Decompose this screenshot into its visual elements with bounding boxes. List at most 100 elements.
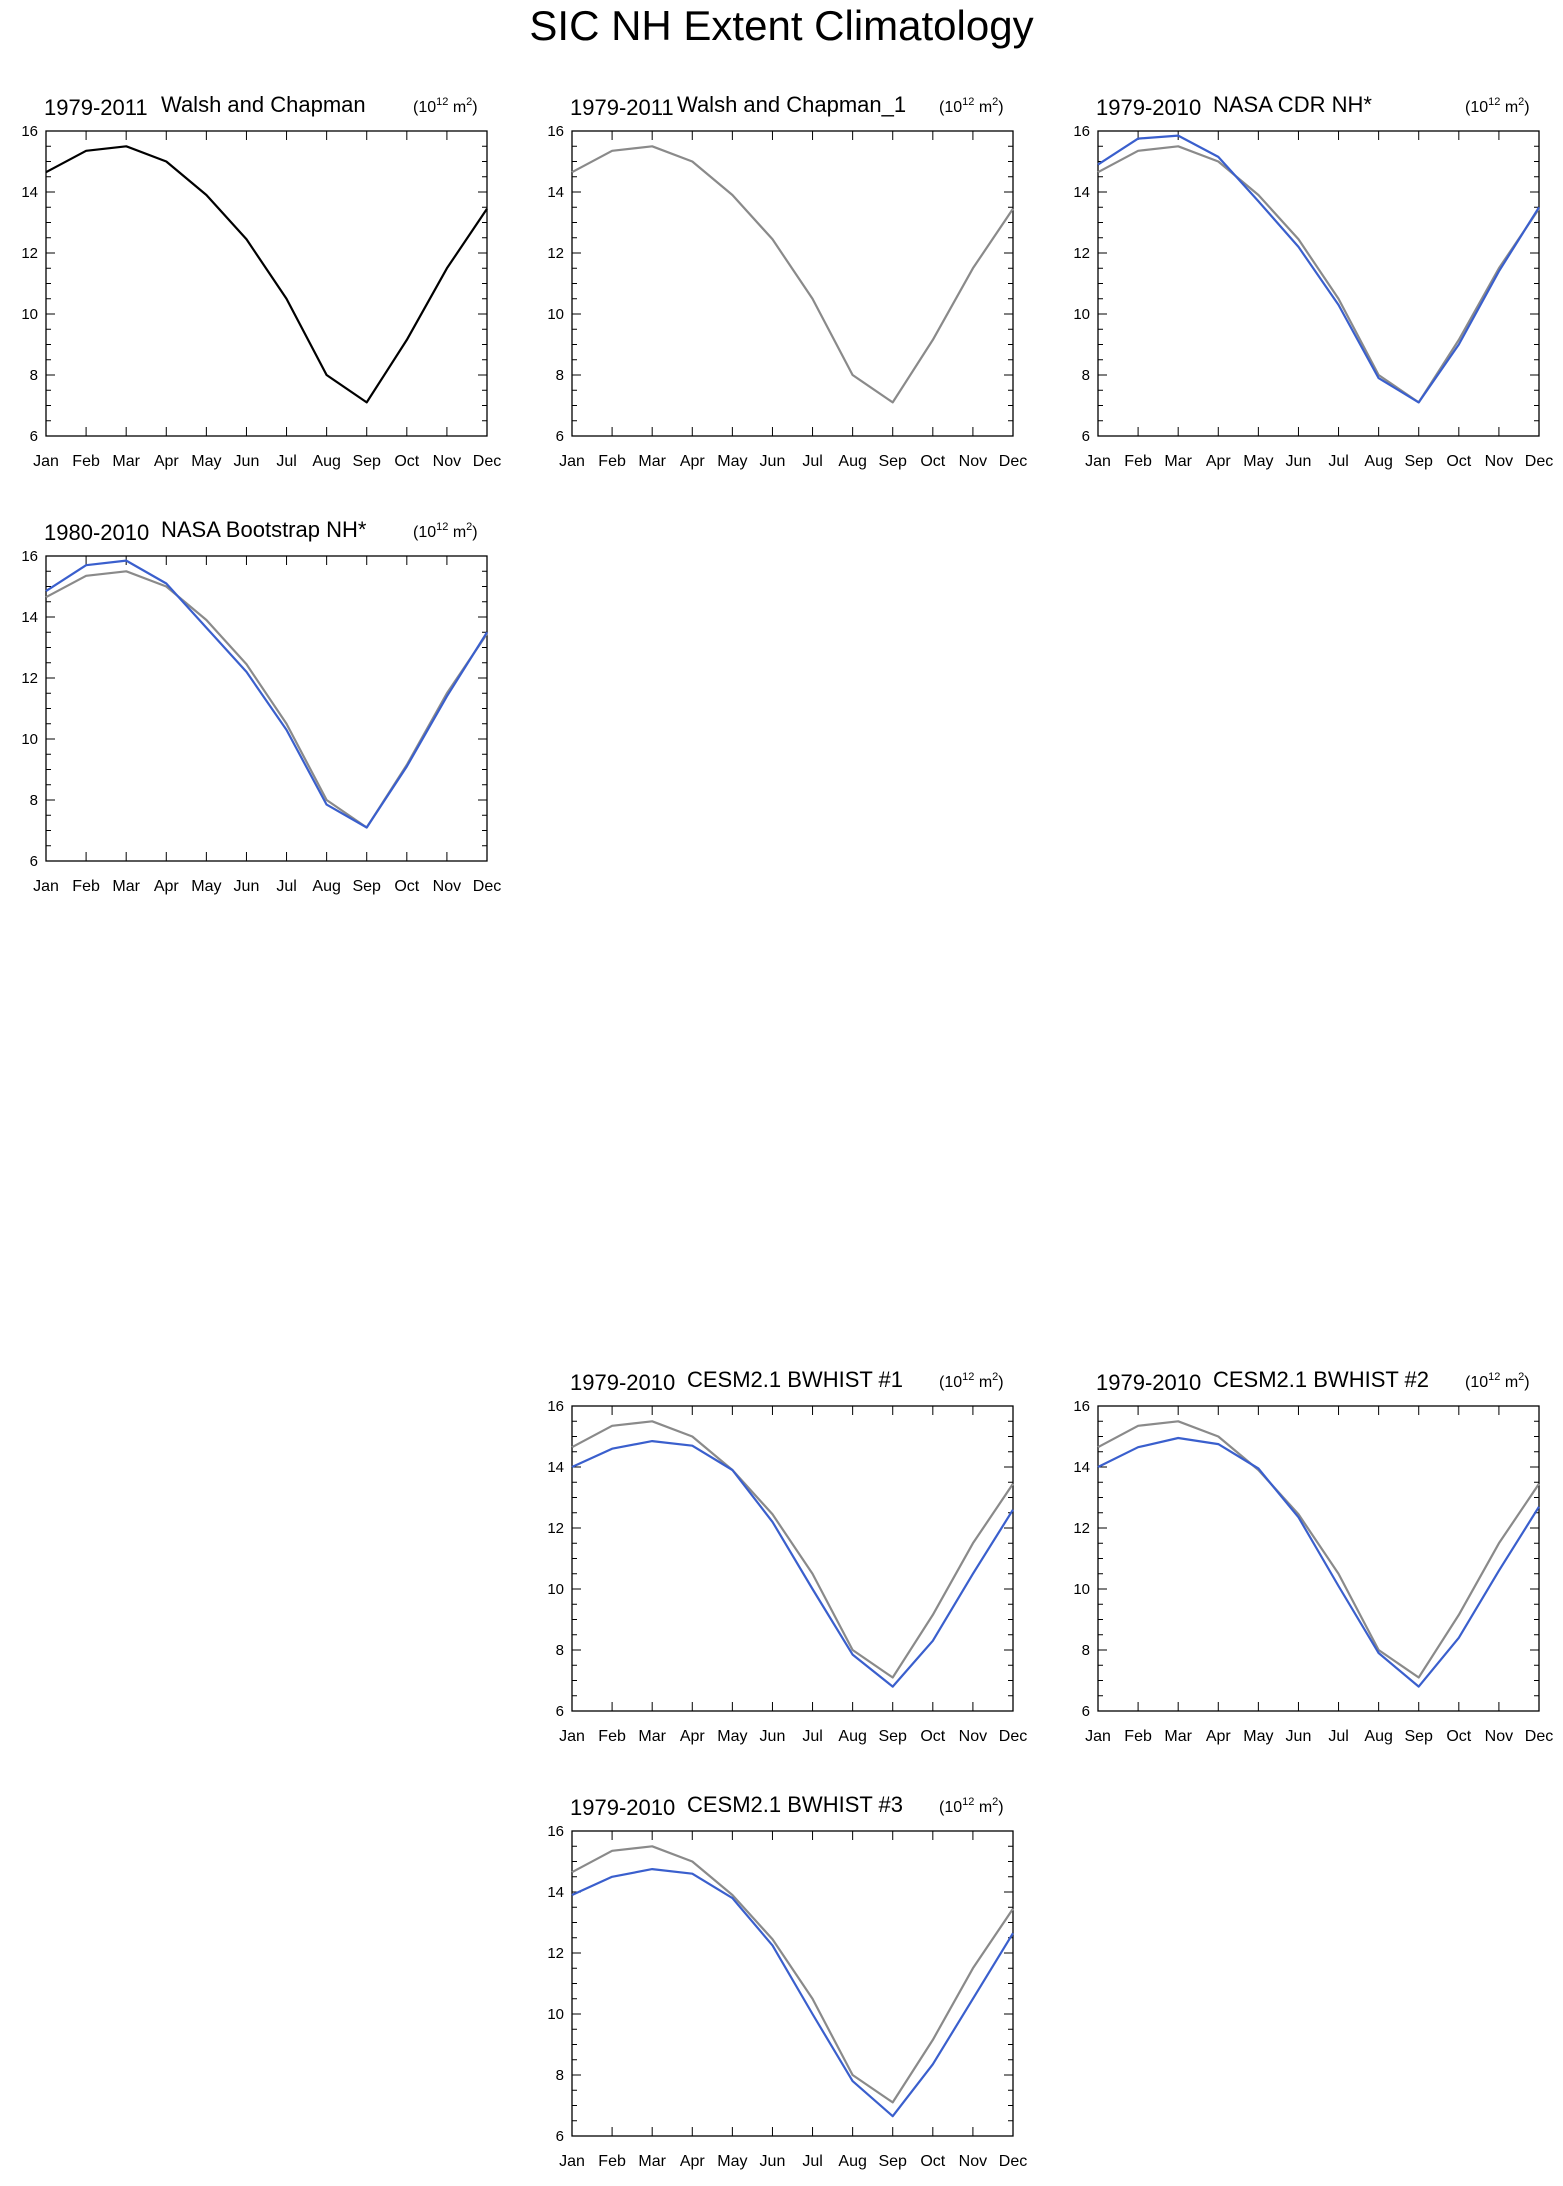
figure-title: SIC NH Extent Climatology xyxy=(529,2,1034,49)
x-tick-label: Sep xyxy=(878,453,907,470)
data-point xyxy=(651,1420,654,1423)
y-tick-label: 12 xyxy=(547,1945,564,1962)
x-tick-label: Oct xyxy=(920,1728,945,1745)
plot-frame xyxy=(45,130,488,437)
data-point xyxy=(771,1938,774,1941)
data-point xyxy=(811,1997,814,2000)
data-point xyxy=(1177,134,1180,137)
data-point xyxy=(486,207,489,210)
x-tick-label: Jan xyxy=(1085,1728,1111,1745)
x-tick-label: Apr xyxy=(680,1728,706,1745)
data-point xyxy=(771,1513,774,1516)
x-tick-label: Oct xyxy=(920,2153,945,2170)
data-point xyxy=(1257,194,1260,197)
data-point xyxy=(1177,145,1180,148)
x-tick-label: Feb xyxy=(598,1728,626,1745)
data-point xyxy=(971,267,974,270)
x-tick-label: Feb xyxy=(1124,1728,1152,1745)
y-tick-label: 6 xyxy=(1082,1703,1090,1720)
x-tick-label: Dec xyxy=(473,453,501,470)
panel-period: 1979-2010 xyxy=(570,1370,675,1395)
chart-panel: 6 8 10 12 14 16 Jan Feb Mar Apr May Jun Jul Aug Sep Oct… xyxy=(547,1792,1027,2170)
panel-period: 1980-2010 xyxy=(44,520,149,545)
data-point xyxy=(325,374,328,377)
units-label: (1012 m2) xyxy=(413,96,478,116)
data-point xyxy=(365,401,368,404)
data-point xyxy=(1217,1443,1220,1446)
data-point xyxy=(851,374,854,377)
chart-panel: 6 8 10 12 14 16 Jan Feb Mar Apr May Jun Jul Aug Sep Oct… xyxy=(21,517,501,895)
x-tick-label: Jun xyxy=(760,1728,786,1745)
data-point xyxy=(851,1653,854,1656)
data-point xyxy=(651,145,654,148)
data-point xyxy=(691,1860,694,1863)
data-point xyxy=(405,765,408,768)
x-tick-label: Nov xyxy=(959,1728,987,1745)
y-tick-label: 6 xyxy=(556,2128,564,2145)
y-tick-label: 14 xyxy=(547,1884,564,1901)
data-point xyxy=(1457,1613,1460,1616)
x-tick-label: Aug xyxy=(838,1728,866,1745)
y-tick-label: 12 xyxy=(21,670,38,687)
data-point xyxy=(1012,1932,1015,1935)
data-point xyxy=(571,171,574,174)
y-tick-label: 10 xyxy=(547,306,564,323)
x-tick-label: Mar xyxy=(112,453,140,470)
data-point xyxy=(731,194,734,197)
x-tick-label: Jan xyxy=(33,878,59,895)
data-point xyxy=(651,1868,654,1871)
series-line xyxy=(571,1845,1014,2104)
data-point xyxy=(1012,1907,1015,1910)
data-point xyxy=(45,171,48,174)
data-point xyxy=(771,1944,774,1947)
x-tick-label: Dec xyxy=(999,1728,1027,1745)
data-point xyxy=(731,1469,734,1472)
data-point xyxy=(931,2063,934,2066)
data-point xyxy=(811,1572,814,1575)
series-line xyxy=(571,145,1014,404)
y-tick-label: 8 xyxy=(30,367,38,384)
data-point xyxy=(1457,1636,1460,1639)
data-point xyxy=(1417,1676,1420,1679)
data-point xyxy=(811,297,814,300)
x-tick-label: Aug xyxy=(312,878,340,895)
x-tick-label: Aug xyxy=(1364,1728,1392,1745)
data-point xyxy=(1137,149,1140,152)
data-point xyxy=(1337,303,1340,306)
series-line xyxy=(1097,1420,1540,1679)
panel-label: CESM2.1 BWHIST #1 xyxy=(687,1367,903,1392)
data-point xyxy=(1377,377,1380,380)
x-tick-label: Nov xyxy=(1485,1728,1513,1745)
plot-frame xyxy=(571,1830,1014,2137)
data-point xyxy=(891,1676,894,1679)
chart-panel: 6 8 10 12 14 16 Jan Feb Mar Apr May Jun Jul Aug Sep Oct… xyxy=(21,92,501,470)
data-point xyxy=(1497,1569,1500,1572)
data-point xyxy=(285,722,288,725)
data-point xyxy=(245,238,248,241)
series-line xyxy=(1097,134,1540,404)
x-tick-label: Oct xyxy=(394,878,419,895)
y-tick-label: 14 xyxy=(21,609,38,626)
data-point xyxy=(285,728,288,731)
data-point xyxy=(851,2080,854,2083)
y-tick-label: 14 xyxy=(1073,184,1090,201)
x-tick-label: Nov xyxy=(433,453,461,470)
x-tick-label: Oct xyxy=(920,453,945,470)
data-point xyxy=(1217,160,1220,163)
units-label: (1012 m2) xyxy=(1465,1371,1530,1391)
y-tick-label: 12 xyxy=(21,245,38,262)
data-point xyxy=(1137,1446,1140,1449)
panel-label: Walsh and Chapman_1 xyxy=(677,92,906,117)
data-point xyxy=(1377,1652,1380,1655)
data-point xyxy=(1297,245,1300,248)
y-tick-label: 10 xyxy=(1073,1581,1090,1598)
x-tick-label: Jan xyxy=(559,1728,585,1745)
x-tick-label: May xyxy=(717,453,747,470)
x-tick-label: Apr xyxy=(1206,1728,1232,1745)
data-point xyxy=(1297,238,1300,241)
x-tick-label: Mar xyxy=(1164,453,1192,470)
y-tick-label: 6 xyxy=(556,1703,564,1720)
x-tick-label: Aug xyxy=(312,453,340,470)
data-point xyxy=(731,1897,734,1900)
units-label: (1012 m2) xyxy=(1465,96,1530,116)
